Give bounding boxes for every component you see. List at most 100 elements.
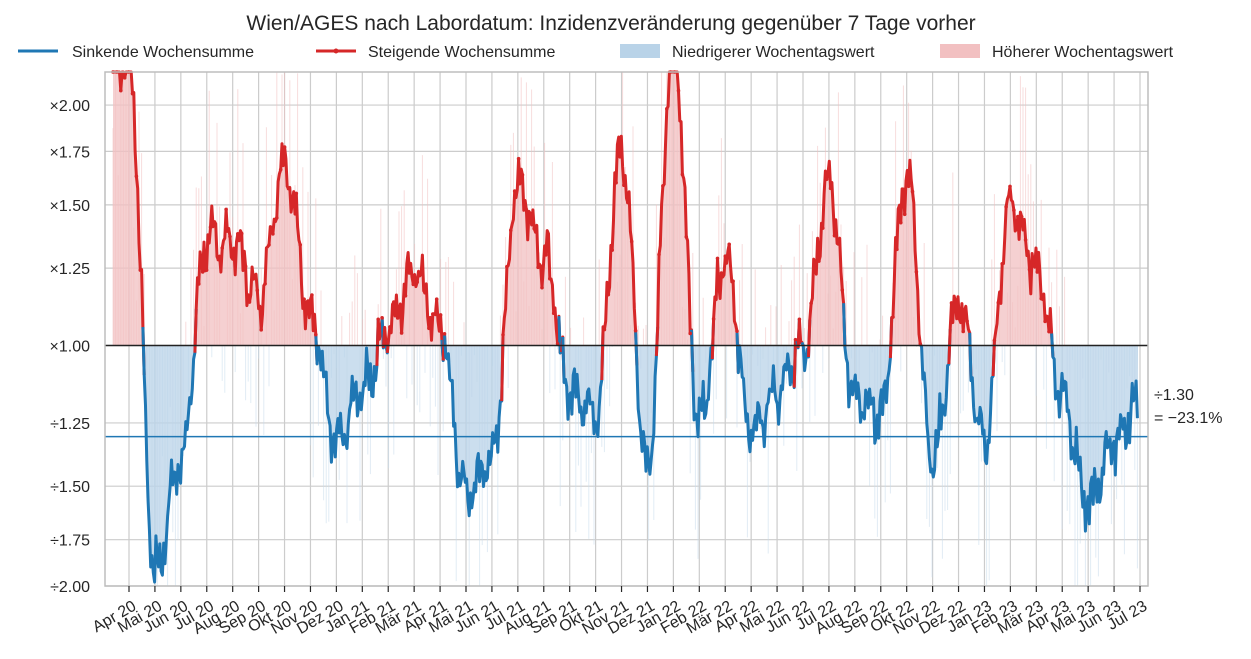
marker-steigende (380, 316, 384, 320)
marker-steigende (220, 246, 224, 250)
marker-steigende (138, 268, 143, 272)
marker-steigende (540, 285, 544, 290)
y-tick-label: ×1.25 (50, 261, 91, 278)
marker-steigende (715, 256, 720, 261)
marker-steigende (427, 326, 431, 331)
marker-steigende (528, 211, 533, 216)
y-tick-label: ÷1.25 (50, 416, 90, 433)
marker-steigende (906, 184, 911, 189)
marker-steigende (423, 290, 427, 295)
marker-steigende (606, 292, 611, 297)
marker-steigende (407, 271, 412, 275)
marker-steigende (134, 174, 139, 179)
line-sinkende-wochensumme (561, 326, 605, 438)
marker-steigende (306, 299, 310, 303)
legend-swatch-hoeher (940, 44, 980, 58)
marker-steigende (224, 207, 228, 212)
marker-steigende (263, 281, 267, 286)
marker-steigende (251, 277, 256, 281)
marker-steigende (723, 254, 728, 258)
marker-steigende (130, 91, 135, 96)
marker-steigende (665, 107, 669, 111)
marker-steigende (208, 225, 213, 229)
marker-steigende (1004, 205, 1008, 209)
marker-steigende (797, 317, 802, 322)
marker-steigende (278, 167, 283, 172)
marker-steigende (516, 156, 521, 161)
marker-steigende (1047, 329, 1051, 334)
marker-steigende (302, 297, 306, 301)
marker-steigende (622, 183, 626, 188)
line-sinkende-wochensumme (842, 303, 894, 445)
line-sinkende-wochensumme (141, 308, 198, 584)
marker-steigende (298, 242, 303, 247)
marker-steigende (618, 154, 622, 159)
marker-steigende (532, 226, 536, 231)
marker-steigende (282, 145, 287, 149)
line-sinkende-wochensumme (735, 331, 797, 454)
marker-steigende (614, 180, 618, 185)
marker-steigende (657, 252, 661, 257)
marker-steigende (236, 232, 240, 236)
legend-label-steigende: Steigende Wochensumme (368, 44, 555, 61)
weekly-lines (111, 70, 1139, 584)
marker-steigende (434, 297, 439, 301)
marker-steigende (688, 331, 692, 336)
y-axis-ticks: ×2.00 ×1.75 ×1.50 ×1.25 ×1.00 ÷1.25 ÷1.50 ÷1.75… (50, 98, 91, 596)
marker-steigende (399, 331, 404, 335)
marker-steigende (828, 186, 833, 191)
marker-steigende (419, 272, 423, 277)
marker-steigende (661, 184, 665, 188)
marker-steigende (392, 300, 396, 304)
marker-steigende (731, 279, 735, 283)
marker-steigende (247, 300, 252, 304)
marker-steigende (610, 248, 614, 252)
marker-steigende (949, 301, 954, 305)
line-sinkende-wochensumme (1050, 333, 1139, 533)
marker-steigende (832, 233, 837, 238)
marker-steigende (992, 338, 997, 343)
marker-steigende (388, 325, 392, 329)
marker-steigende (1016, 214, 1020, 219)
marker-steigende (711, 317, 716, 321)
marker-steigende (520, 173, 525, 177)
marker-steigende (821, 226, 825, 230)
marker-steigende (294, 191, 299, 196)
legend-swatch-niedriger (620, 44, 660, 58)
line-sinkende-wochensumme (314, 319, 380, 464)
marker-steigende (1023, 238, 1028, 242)
marker-steigende (314, 332, 318, 337)
marker-steigende (548, 276, 552, 281)
marker-steigende (899, 220, 903, 225)
marker-steigende (212, 220, 217, 224)
marker-steigende (910, 189, 915, 194)
marker-steigende (626, 200, 630, 205)
weekly-fill-areas (113, 72, 1138, 583)
marker-steigende (119, 88, 123, 93)
marker-steigende (809, 301, 813, 306)
fill-area-lower (113, 345, 1138, 583)
marker-steigende (204, 268, 209, 272)
line-sinkende-wochensumme (690, 318, 716, 439)
marker-steigende (122, 76, 127, 80)
line-sinkende-wochensumme (443, 333, 505, 518)
marker-steigende (255, 288, 260, 293)
y-tick-label: ÷2.00 (50, 579, 90, 596)
marker-steigende (512, 189, 517, 193)
line-sinkende-wochensumme (634, 326, 660, 476)
marker-steigende (914, 270, 919, 274)
marker-steigende (902, 212, 907, 217)
marker-steigende (676, 88, 681, 93)
marker-steigende (817, 259, 821, 263)
marker-steigende (895, 247, 899, 252)
marker-steigende (1008, 184, 1012, 189)
marker-steigende (431, 312, 435, 316)
marker-steigende (793, 337, 798, 342)
marker-steigende (505, 264, 509, 269)
marker-steigende (996, 300, 1001, 305)
reference-label-line2: = −23.1% (1154, 410, 1223, 427)
marker-steigende (411, 282, 416, 287)
marker-steigende (961, 329, 965, 334)
